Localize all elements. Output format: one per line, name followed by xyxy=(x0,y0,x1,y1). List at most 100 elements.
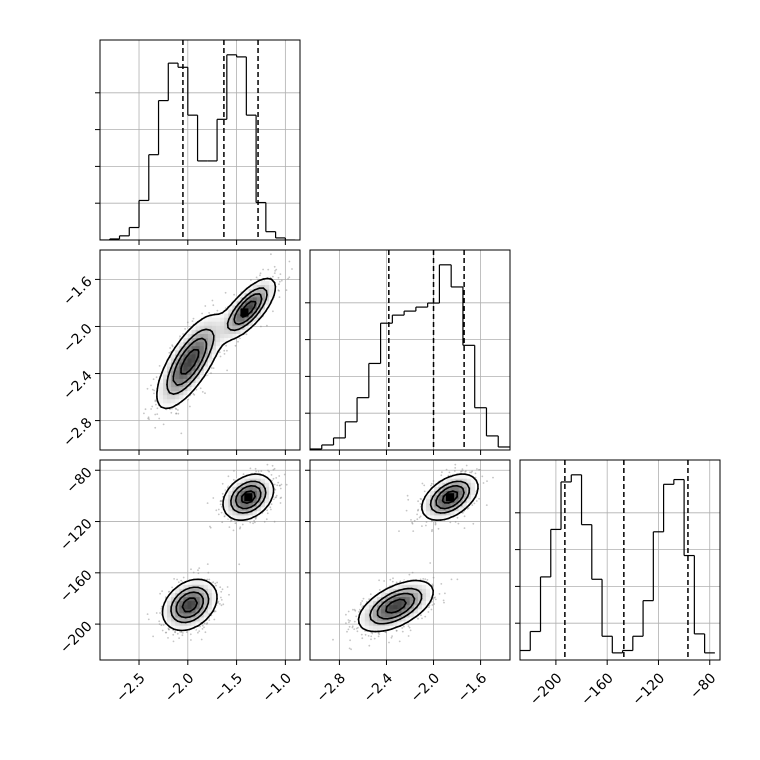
density-cell xyxy=(224,325,229,330)
density-cell xyxy=(207,321,213,326)
sample-point xyxy=(471,504,474,506)
sample-point xyxy=(353,628,356,630)
density-cell xyxy=(248,486,254,491)
sample-point xyxy=(285,289,288,291)
contour-segment xyxy=(250,306,256,313)
density-cell xyxy=(203,333,209,339)
density-cell xyxy=(240,292,246,298)
density-cell xyxy=(175,378,180,383)
density-cell xyxy=(248,514,254,520)
contour-segment xyxy=(176,597,182,604)
sample-point xyxy=(332,638,334,641)
contour-segment xyxy=(238,298,244,304)
density-cell xyxy=(199,608,205,614)
density-cell xyxy=(256,482,262,487)
contour-segment xyxy=(250,490,255,494)
density-cell xyxy=(191,604,197,610)
density-cell xyxy=(248,288,254,294)
sample-point xyxy=(273,272,276,274)
sample-point xyxy=(469,471,471,474)
density-peak xyxy=(244,493,253,502)
sample-point xyxy=(162,423,165,426)
sample-point xyxy=(437,527,440,530)
density-cell xyxy=(183,625,189,630)
density-cell xyxy=(203,325,209,330)
sample-point xyxy=(285,483,288,486)
contour-segment xyxy=(254,485,260,490)
density-cell xyxy=(195,612,201,618)
sample-point xyxy=(278,296,281,298)
density-cell xyxy=(179,612,184,618)
contour-segment xyxy=(254,300,257,304)
density-cell xyxy=(228,510,233,516)
density-cell xyxy=(240,494,246,500)
sample-point xyxy=(257,470,260,473)
density-cell xyxy=(203,600,209,606)
sample-point xyxy=(360,602,362,604)
density-cell xyxy=(224,333,229,339)
density-cell xyxy=(171,596,176,602)
density-cell xyxy=(236,325,242,330)
sample-point xyxy=(220,604,223,607)
sample-point xyxy=(276,484,279,487)
sample-point xyxy=(220,596,222,599)
joint-panel-0-2 xyxy=(95,459,301,665)
sample-point xyxy=(199,387,202,390)
density-cell xyxy=(195,345,201,351)
density-cell xyxy=(191,592,197,598)
density-cell xyxy=(207,337,213,343)
density-cell xyxy=(179,390,184,396)
sample-point xyxy=(266,509,268,512)
sample-point xyxy=(154,426,157,429)
sample-point xyxy=(174,631,176,633)
sample-point xyxy=(220,511,223,514)
density-cell xyxy=(224,321,229,326)
density-cell xyxy=(207,361,213,367)
density-cell xyxy=(248,510,254,516)
density-cell xyxy=(171,616,176,622)
sample-point xyxy=(212,367,215,369)
density-cell xyxy=(269,292,274,298)
density-cell xyxy=(167,398,172,404)
sample-point xyxy=(377,632,380,635)
sample-point xyxy=(185,631,188,633)
sample-point xyxy=(417,500,419,503)
contour-segment xyxy=(258,314,264,321)
density-cell xyxy=(171,386,176,392)
contour-segment xyxy=(168,625,172,629)
density-cell xyxy=(167,616,172,622)
density-cell xyxy=(224,498,229,504)
sample-point xyxy=(442,599,445,602)
sample-point xyxy=(385,631,387,634)
sample-point xyxy=(150,408,153,410)
contour-segment xyxy=(250,282,256,287)
sample-point xyxy=(417,617,419,620)
density-cell xyxy=(260,474,266,479)
sample-point xyxy=(205,623,208,625)
density-cell xyxy=(236,498,242,504)
density-cell xyxy=(228,325,233,330)
density-cell xyxy=(211,596,217,602)
sample-point xyxy=(463,515,466,518)
density-cell xyxy=(220,313,225,318)
density-cell xyxy=(171,349,176,355)
density-cell xyxy=(203,317,209,322)
sample-point xyxy=(155,403,157,406)
density-cell xyxy=(236,313,242,318)
sample-point xyxy=(221,588,224,591)
sample-point xyxy=(232,529,235,532)
density-cell xyxy=(167,357,172,363)
density-cell xyxy=(232,506,238,512)
sample-point xyxy=(154,413,157,416)
density-cell xyxy=(167,382,172,388)
sample-point xyxy=(279,273,282,275)
density-cell xyxy=(191,337,197,343)
contour-segment xyxy=(209,329,213,333)
contour-segment xyxy=(246,311,252,317)
density-cell xyxy=(236,308,242,314)
density-cell xyxy=(211,317,217,322)
contour-segment xyxy=(258,306,264,313)
density-cell xyxy=(171,353,176,359)
sample-point xyxy=(197,572,200,575)
sample-point xyxy=(152,378,155,381)
